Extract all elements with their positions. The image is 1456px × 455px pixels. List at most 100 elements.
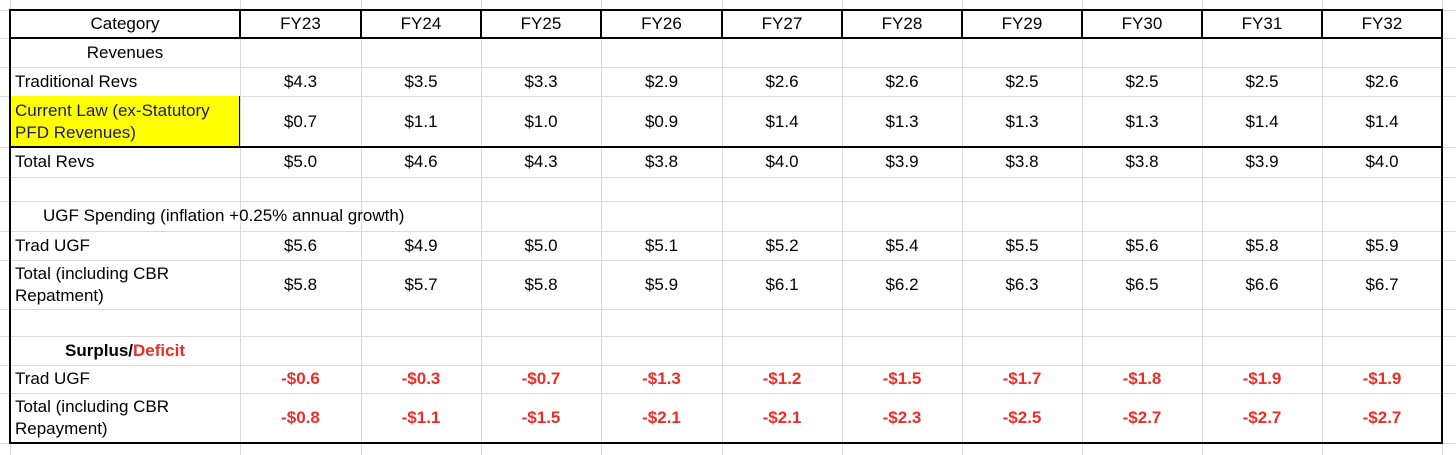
grid-line [0, 67, 1456, 68]
border [239, 96, 240, 147]
value-cell: $2.5 [1245, 71, 1279, 91]
value-cell: $6.6 [1245, 274, 1279, 294]
grid-line [722, 0, 723, 455]
row-label: Traditional Revs [15, 71, 138, 91]
grid-line [481, 0, 482, 455]
value-cell: $6.7 [1365, 274, 1399, 294]
value-cell: -$1.7 [1002, 369, 1042, 388]
grid-line [240, 0, 241, 455]
value-cell: -$2.5 [1002, 408, 1042, 427]
value-cell: $1.0 [524, 111, 558, 131]
value-cell: $0.9 [644, 111, 679, 131]
grid-line [0, 393, 1456, 394]
value-cell: -$2.3 [882, 408, 922, 427]
value-cell: $5.9 [1365, 235, 1399, 255]
value-cell: $4.3 [524, 152, 558, 171]
grid-line [842, 0, 843, 455]
label-part: Surplus [65, 340, 129, 360]
border [9, 37, 1443, 39]
value-cell: -$2.7 [1242, 408, 1282, 427]
row-label: Trad UGF [15, 235, 90, 255]
value-cell: $5.8 [524, 274, 558, 294]
label-part: / [128, 340, 134, 360]
value-cell: $3.3 [524, 71, 558, 91]
value-cell: $6.3 [1005, 274, 1039, 294]
value-cell: $4.0 [1365, 152, 1399, 171]
section-label: UGF Spending (inflation +0.25% annual gr… [43, 206, 405, 225]
value-cell: $3.8 [1125, 152, 1159, 171]
value-cell: $3.5 [404, 71, 438, 91]
value-cell: $1.4 [1365, 111, 1399, 131]
value-cell: $2.5 [1125, 71, 1159, 91]
value-cell: $5.0 [283, 152, 318, 171]
value-cell: $2.5 [1005, 71, 1039, 91]
value-cell: $1.4 [765, 111, 799, 131]
border [360, 9, 362, 38]
value-cell: $2.6 [1365, 71, 1399, 91]
grid-line [0, 201, 1456, 202]
row-label: Total (including CBR Repatment) [15, 263, 170, 305]
value-cell: -$2.1 [762, 408, 802, 427]
value-cell: -$1.3 [642, 369, 681, 388]
value-cell: $5.4 [885, 235, 919, 255]
header-cell: FY31 [1241, 14, 1283, 33]
grid-line [1202, 0, 1203, 455]
header-cell: FY29 [1001, 14, 1043, 33]
value-cell: -$0.6 [281, 369, 320, 388]
border [1201, 9, 1203, 38]
value-cell: -$2.7 [1122, 408, 1162, 427]
grid-line [1322, 0, 1323, 455]
value-cell: $4.6 [404, 152, 438, 171]
value-cell: $5.2 [765, 235, 799, 255]
border [841, 9, 843, 38]
value-cell: -$0.7 [521, 369, 561, 388]
row-label: Total Revs [15, 152, 95, 171]
value-cell: $1.3 [885, 111, 919, 131]
header-cell: FY23 [280, 14, 321, 33]
header-cell: FY28 [881, 14, 923, 33]
header-cell: FY26 [641, 14, 682, 33]
header-cell: FY32 [1361, 14, 1403, 33]
value-cell: $0.7 [283, 111, 318, 131]
border [961, 9, 963, 38]
value-cell: $6.1 [765, 274, 799, 294]
value-cell: $3.8 [1005, 152, 1039, 171]
border [480, 9, 482, 38]
value-cell: -$1.8 [1122, 369, 1162, 388]
label-part: Deficit [133, 340, 185, 360]
border [239, 9, 241, 38]
value-cell: $3.9 [1245, 152, 1279, 171]
value-cell: $5.7 [404, 274, 438, 294]
value-cell: $5.0 [524, 235, 558, 255]
grid-line [601, 0, 602, 455]
value-cell: $2.9 [644, 71, 679, 91]
value-cell: -$1.9 [1242, 369, 1282, 388]
row-label: Current Law (ex-Statutory PFD Revenues) [10, 96, 240, 147]
border [1321, 9, 1323, 38]
row-label: Total (including CBR Repayment) [15, 397, 170, 438]
grid-line [0, 177, 1456, 178]
value-cell: $5.6 [1125, 235, 1159, 255]
value-cell: $4.3 [283, 71, 318, 91]
value-cell: $2.6 [885, 71, 919, 91]
border [9, 9, 11, 444]
grid-line [1082, 0, 1083, 455]
value-cell: $1.1 [404, 111, 438, 131]
header-cell: FY27 [761, 14, 803, 33]
value-cell: $4.9 [404, 235, 438, 255]
header-cell: FY24 [400, 14, 442, 33]
row-label: Surplus / Deficit [10, 336, 240, 365]
value-cell: -$2.1 [642, 408, 681, 427]
header-cell: FY25 [520, 14, 562, 33]
value-cell: $6.5 [1125, 274, 1159, 294]
grid-line [0, 365, 1456, 366]
value-cell: $5.5 [1005, 235, 1039, 255]
value-cell: $2.6 [765, 71, 799, 91]
value-cell: $5.8 [283, 274, 318, 294]
border [9, 442, 1443, 444]
value-cell: -$1.2 [762, 369, 802, 388]
border [9, 146, 1443, 148]
grid-line [0, 260, 1456, 261]
value-cell: $5.6 [283, 235, 318, 255]
